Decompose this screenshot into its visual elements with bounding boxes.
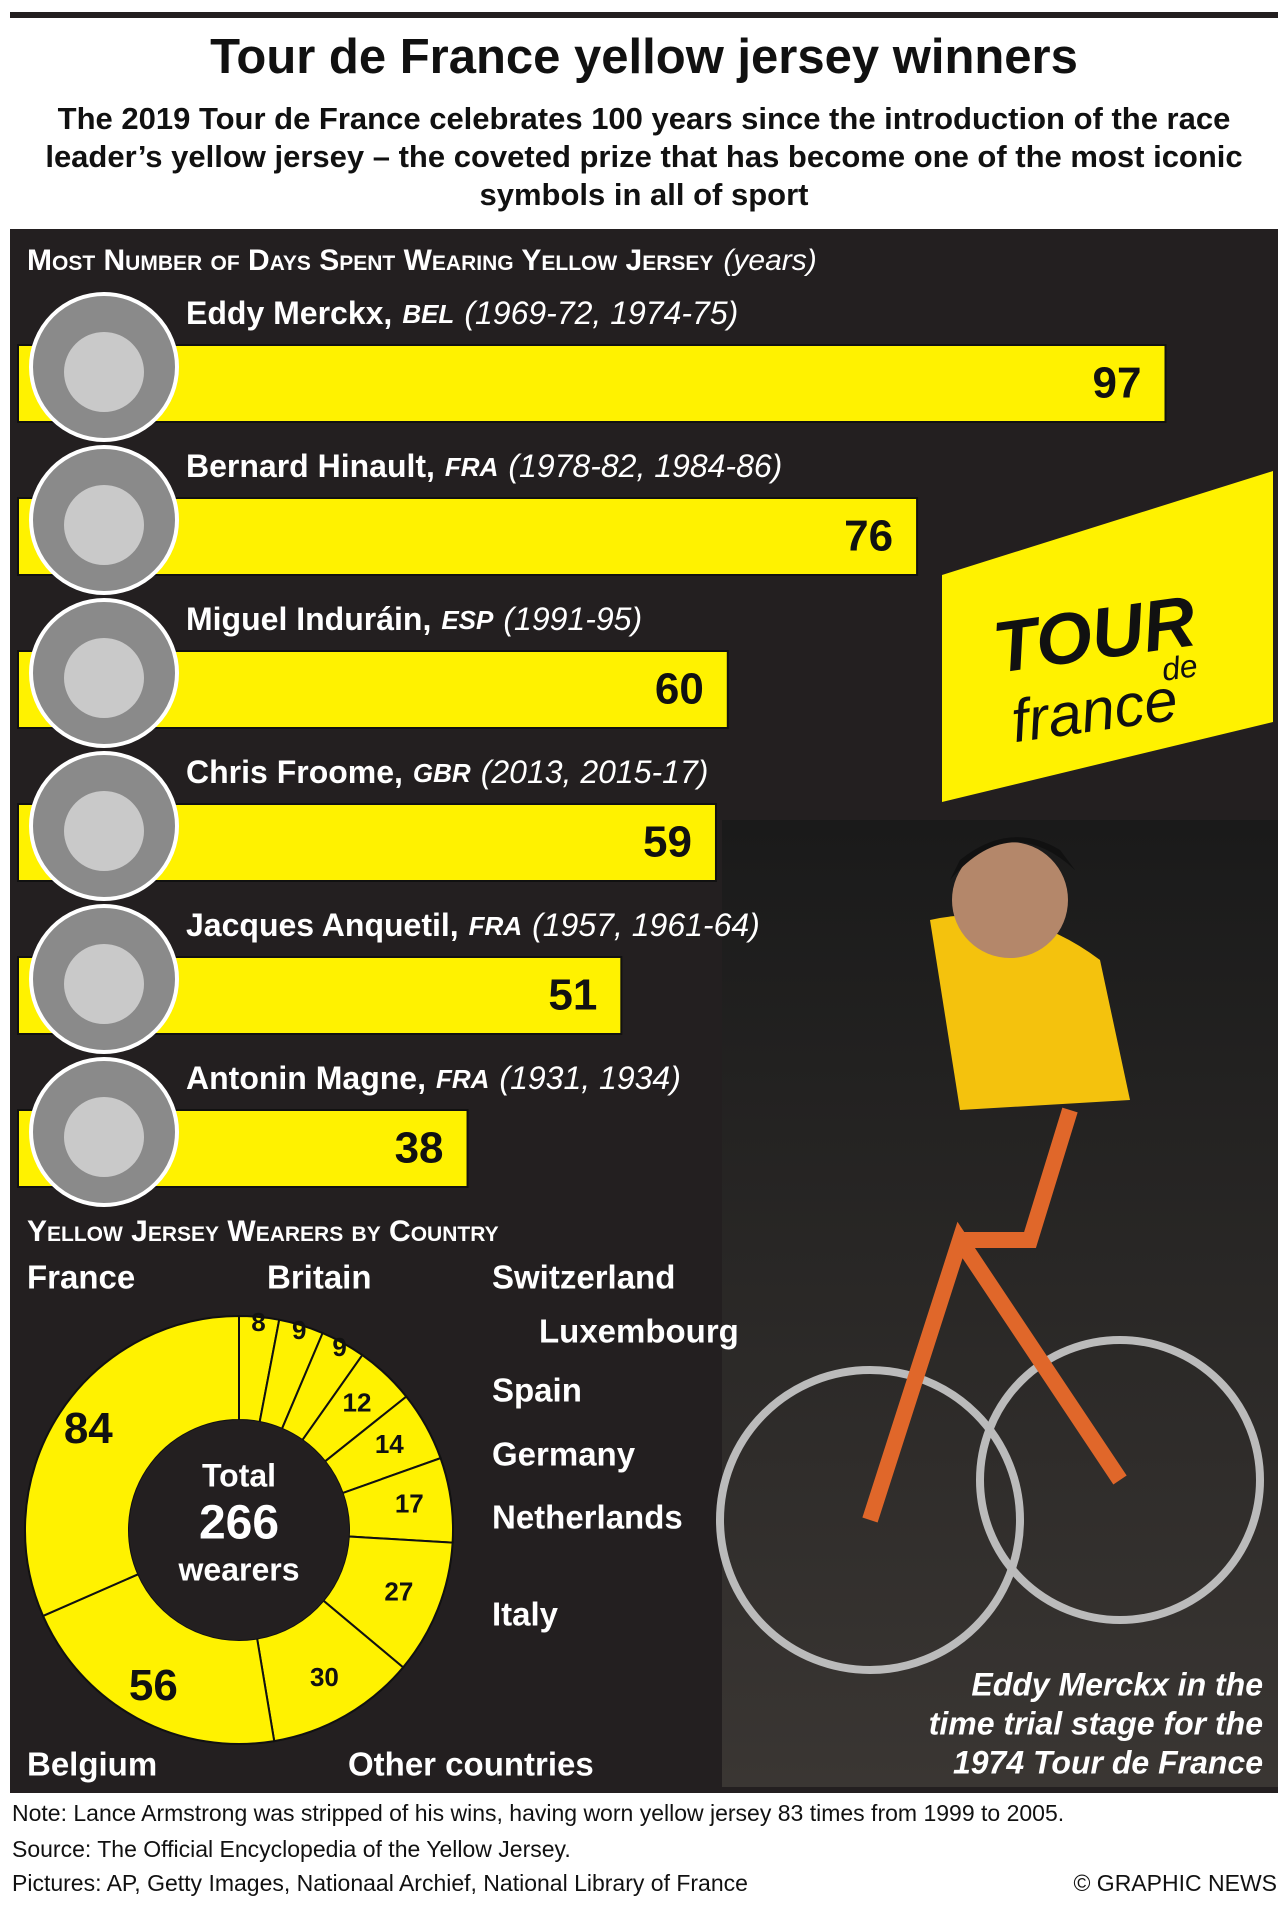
- photo: [716, 820, 1278, 1787]
- portrait-face: [64, 944, 144, 1024]
- slice-value: 17: [395, 1489, 424, 1519]
- head: [952, 842, 1068, 958]
- portrait-face: [64, 638, 144, 718]
- rider-country: GBR: [413, 758, 471, 788]
- slice-value: 12: [343, 1388, 372, 1418]
- slice-value: 30: [310, 1662, 339, 1692]
- bar: [17, 344, 1167, 423]
- rider-years: (1978-82, 1984-86): [508, 448, 782, 484]
- rider-label: Jacques Anquetil, FRA (1957, 1961-64): [186, 907, 760, 943]
- rider-name: Chris Froome,: [186, 754, 403, 790]
- section-title: Yellow Jersey Wearers by Country: [27, 1215, 499, 1248]
- slice-label: Belgium: [27, 1746, 157, 1783]
- rider-years: (1991-95): [503, 601, 642, 637]
- slice-label: Other countries: [348, 1746, 594, 1783]
- slice-label: Spain: [492, 1372, 582, 1409]
- value-label: 60: [655, 665, 704, 714]
- wheel: [716, 1366, 1024, 1674]
- rider-name: Antonin Magne,: [186, 1060, 426, 1096]
- frame: [862, 1107, 1127, 1523]
- rider-years: (2013, 2015-17): [481, 754, 709, 790]
- slice-label: France: [27, 1259, 135, 1296]
- value-label: 97: [1093, 359, 1142, 408]
- slice-value: 27: [384, 1576, 413, 1606]
- rider-name: Jacques Anquetil,: [186, 907, 459, 943]
- subtitle-box: The 2019 Tour de France celebrates 100 y…: [45, 101, 1243, 212]
- slice-label: Switzerland: [492, 1259, 675, 1296]
- slice-value: 9: [292, 1315, 306, 1345]
- slice-label: Britain: [267, 1259, 372, 1296]
- value-label: 76: [844, 512, 893, 561]
- rider-label: Miguel Induráin, ESP (1991-95): [186, 601, 642, 637]
- section-title: Most Number of Days Spent Wearing Yellow…: [27, 244, 817, 277]
- source: Source: The Official Encyclopedia of the…: [12, 1836, 571, 1862]
- rider-name: Eddy Merckx,: [186, 295, 392, 331]
- portrait-face: [64, 791, 144, 871]
- rider-country: ESP: [441, 605, 494, 635]
- portrait-face: [64, 485, 144, 565]
- slice-label: Italy: [492, 1596, 559, 1633]
- photo-caption: 1974 Tour de France: [953, 1744, 1263, 1780]
- slice-value: 84: [64, 1404, 113, 1453]
- slice-label: Luxembourg: [539, 1313, 739, 1350]
- rider-label: Antonin Magne, FRA (1931, 1934): [186, 1060, 681, 1096]
- wheel: [976, 1336, 1264, 1624]
- section-title-text: Most Number of Days Spent Wearing Yellow…: [27, 244, 713, 277]
- portrait-face: [64, 1097, 144, 1177]
- slice-label: Germany: [492, 1436, 636, 1473]
- logo: TOUR de france: [942, 471, 1273, 802]
- rider-country: FRA: [469, 911, 522, 941]
- portrait-face: [64, 332, 144, 412]
- donut-hole: [129, 1420, 349, 1640]
- rider-country: FRA: [445, 452, 498, 482]
- rider-label: Bernard Hinault, FRA (1978-82, 1984-86): [186, 448, 782, 484]
- logo-word: de: [1160, 647, 1200, 688]
- jersey: [930, 915, 1130, 1110]
- slice-value: 9: [332, 1332, 346, 1362]
- rider-years: (1957, 1961-64): [532, 907, 760, 943]
- rider-country: FRA: [436, 1064, 489, 1094]
- section-unit: (years): [723, 244, 816, 277]
- center-top: Total: [202, 1457, 276, 1493]
- value-label: 51: [548, 971, 597, 1020]
- title: Tour de France yellow jersey winners: [210, 30, 1078, 84]
- rider-label: Eddy Merckx, BEL (1969-72, 1974-75): [186, 295, 738, 331]
- credit: © GRAPHIC NEWS: [1073, 1870, 1277, 1896]
- center-total: 266: [199, 1497, 279, 1550]
- top-rule: [10, 12, 1278, 18]
- subtitle: The 2019 Tour de France celebrates 100 y…: [45, 101, 1243, 212]
- rider-country: BEL: [402, 299, 454, 329]
- rider-name: Bernard Hinault,: [186, 448, 435, 484]
- value-label: 59: [643, 818, 692, 867]
- slice-value: 56: [129, 1661, 178, 1710]
- slice-label: Netherlands: [492, 1499, 683, 1536]
- rider-years: (1969-72, 1974-75): [464, 295, 738, 331]
- slice-value: 8: [251, 1307, 265, 1337]
- slice-value: 14: [375, 1429, 404, 1459]
- cap: [950, 837, 1075, 880]
- rider-years: (1931, 1934): [499, 1060, 680, 1096]
- center-bottom: wearers: [178, 1551, 300, 1587]
- logo-bg: [942, 471, 1273, 802]
- rider-name: Miguel Induráin,: [186, 601, 431, 637]
- pictures: Pictures: AP, Getty Images, Nationaal Ar…: [12, 1870, 748, 1896]
- photo-caption: Eddy Merckx in the: [971, 1666, 1263, 1702]
- photo-caption: time trial stage for the: [929, 1705, 1263, 1741]
- donut-slice: [24, 1314, 240, 1618]
- note: Note: Lance Armstrong was stripped of hi…: [12, 1800, 1064, 1826]
- rider-label: Chris Froome, GBR (2013, 2015-17): [186, 754, 708, 790]
- value-label: 38: [395, 1124, 444, 1173]
